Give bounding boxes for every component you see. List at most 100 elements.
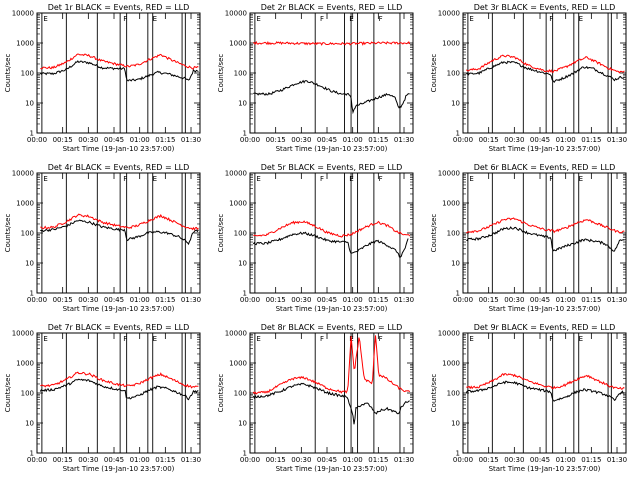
x-tick-label: 00:15 — [266, 136, 286, 144]
x-axis-label: Start Time (19-Jan-10 23:57:00) — [489, 145, 601, 153]
series-events-line — [466, 226, 625, 252]
x-tick-label: 00:30 — [504, 296, 524, 304]
panel-4: Det 4r BLACK = Events, RED = LLD Counts/s… — [4, 163, 201, 313]
x-tick-label: 01:00 — [556, 136, 576, 144]
flag-label: F — [123, 335, 127, 343]
flag-label: F — [549, 335, 553, 343]
plot-frame — [249, 332, 414, 454]
y-tick-label: 10 — [451, 260, 460, 268]
series-events-line — [466, 60, 625, 84]
x-tick-label: 00:45 — [104, 136, 124, 144]
x-tick-label: 00:15 — [53, 136, 73, 144]
flag-label: E — [43, 175, 47, 183]
x-tick-label: 01:00 — [343, 136, 363, 144]
series-lld-line — [252, 335, 411, 395]
y-tick-label: 1 — [243, 449, 247, 457]
x-tick-label: 00:15 — [479, 296, 499, 304]
series-events-line — [40, 219, 199, 246]
y-axis-label: Counts/sec — [430, 54, 438, 93]
panel-title: Det 7r BLACK = Events, RED = LLD — [48, 323, 190, 332]
x-tick-label: 00:00 — [453, 456, 473, 464]
series-lld-line — [40, 53, 199, 70]
x-tick-label: 01:00 — [343, 456, 363, 464]
x-tick-label: 01:30 — [181, 296, 201, 304]
x-tick-label: 00:30 — [78, 136, 98, 144]
flag-label: E — [43, 15, 47, 23]
y-tick-label: 1000 — [442, 360, 460, 368]
x-tick-label: 01:15 — [155, 296, 175, 304]
y-tick-label: 1 — [243, 129, 247, 137]
plot-frame — [462, 332, 627, 454]
panel-1: Det 1r BLACK = Events, RED = LLD Counts/s… — [4, 3, 201, 153]
x-axis-label: Start Time (19-Jan-10 23:57:00) — [489, 305, 601, 313]
x-axis-label: Start Time (19-Jan-10 23:57:00) — [63, 465, 175, 473]
x-tick-label: 01:00 — [556, 456, 576, 464]
series-lld-line — [466, 372, 625, 390]
y-tick-label: 1000 — [442, 40, 460, 48]
x-tick-label: 00:15 — [53, 456, 73, 464]
y-tick-label: 100 — [21, 70, 34, 78]
y-tick-label: 1000 — [16, 40, 34, 48]
x-tick-label: 01:15 — [581, 456, 601, 464]
flag-label: E — [256, 335, 260, 343]
plot-frame — [249, 12, 414, 134]
x-tick-label: 00:45 — [104, 296, 124, 304]
y-tick-label: 1 — [30, 289, 34, 297]
y-tick-label: 10000 — [438, 10, 460, 18]
y-tick-label: 10 — [238, 420, 247, 428]
x-axis-label: Start Time (19-Jan-10 23:57:00) — [63, 305, 175, 313]
y-tick-label: 1000 — [229, 360, 247, 368]
x-tick-label: 01:30 — [394, 456, 414, 464]
y-tick-label: 10 — [25, 260, 34, 268]
x-tick-label: 01:00 — [130, 296, 150, 304]
x-tick-label: 00:30 — [291, 456, 311, 464]
series-lld-line — [465, 54, 625, 74]
x-tick-label: 01:15 — [368, 456, 388, 464]
flag-label: E — [256, 175, 260, 183]
y-tick-label: 100 — [21, 230, 34, 238]
series-lld-line — [40, 371, 199, 389]
x-tick-label: 01:30 — [607, 296, 627, 304]
y-axis-label: Counts/sec — [217, 54, 225, 93]
x-tick-label: 00:45 — [530, 136, 550, 144]
x-tick-label: 01:15 — [581, 136, 601, 144]
y-tick-label: 1 — [30, 129, 34, 137]
x-tick-label: 00:30 — [504, 456, 524, 464]
x-tick-label: 01:30 — [607, 456, 627, 464]
x-tick-label: 00:30 — [504, 136, 524, 144]
x-tick-label: 01:30 — [181, 456, 201, 464]
y-axis-label: Counts/sec — [430, 374, 438, 413]
flag-label: E — [469, 335, 473, 343]
y-tick-label: 100 — [447, 390, 460, 398]
x-tick-label: 01:30 — [394, 136, 414, 144]
x-tick-label: 00:00 — [27, 136, 47, 144]
flag-label: E — [153, 335, 157, 343]
flag-label: E — [349, 15, 353, 23]
series-events-line — [39, 378, 199, 401]
panel-title: Det 3r BLACK = Events, RED = LLD — [474, 3, 616, 12]
series-events-line — [465, 380, 625, 402]
series-events-line — [253, 79, 410, 115]
panel-7: Det 7r BLACK = Events, RED = LLD Counts/s… — [4, 323, 201, 473]
flag-label: E — [43, 335, 47, 343]
plot-frame — [462, 12, 627, 134]
x-tick-label: 01:15 — [368, 136, 388, 144]
panel-title: Det 5r BLACK = Events, RED = LLD — [261, 163, 403, 172]
flag-label: F — [320, 15, 324, 23]
x-tick-label: 01:00 — [556, 296, 576, 304]
panel-6: Det 6r BLACK = Events, RED = LLD Counts/s… — [430, 163, 627, 313]
panel-title: Det 2r BLACK = Events, RED = LLD — [261, 3, 403, 12]
y-tick-label: 100 — [234, 390, 247, 398]
y-tick-label: 1000 — [229, 200, 247, 208]
panel-3: Det 3r BLACK = Events, RED = LLD Counts/s… — [430, 3, 627, 153]
flag-label: F — [549, 15, 553, 23]
series-lld-line — [466, 217, 625, 234]
x-tick-label: 01:15 — [368, 296, 388, 304]
x-tick-label: 01:00 — [343, 296, 363, 304]
x-tick-label: 01:00 — [130, 456, 150, 464]
series-lld-line — [253, 220, 411, 238]
y-axis-label: Counts/sec — [217, 374, 225, 413]
y-tick-label: 1000 — [16, 360, 34, 368]
panel-9: Det 9r BLACK = Events, RED = LLD Counts/s… — [430, 323, 627, 473]
